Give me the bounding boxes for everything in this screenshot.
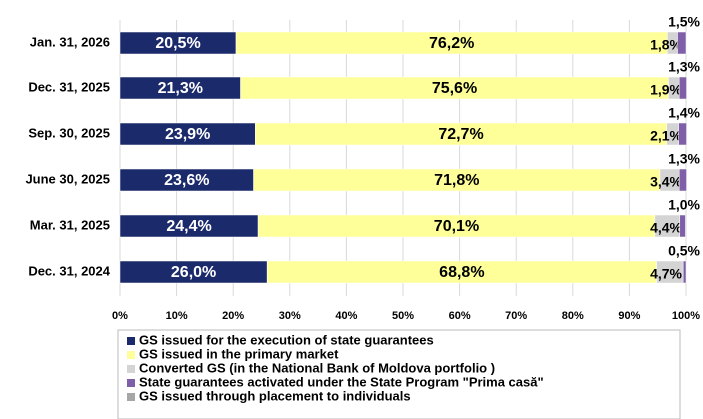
value-label: 26,0% xyxy=(171,264,216,281)
legend-swatch xyxy=(127,393,135,401)
value-label: 70,1% xyxy=(434,218,479,235)
category-label: Sep. 30, 2025 xyxy=(28,125,110,140)
x-tick-label: 60% xyxy=(449,310,471,322)
bar-segment xyxy=(678,122,687,146)
x-tick-label: 10% xyxy=(166,310,188,322)
bar-segment xyxy=(682,260,687,284)
x-tick-label: 50% xyxy=(392,310,414,322)
value-label: 3,4% xyxy=(650,174,682,190)
value-label: 1,5% xyxy=(668,14,700,30)
value-label: 4,7% xyxy=(650,266,682,282)
category-label: Dec. 31, 2024 xyxy=(28,263,110,278)
value-label: 23,6% xyxy=(164,172,209,189)
legend-swatch xyxy=(127,337,135,345)
value-label: 20,5% xyxy=(155,35,200,52)
x-tick-label: 100% xyxy=(672,310,700,322)
category-label: Dec. 31, 2025 xyxy=(28,79,110,94)
value-label: 2,1% xyxy=(650,128,682,144)
legend-label: GS issued through placement to individua… xyxy=(139,388,411,403)
legend-swatch xyxy=(127,379,135,387)
bar-segment xyxy=(678,76,687,100)
legend-label: GS issued in the primary market xyxy=(139,346,339,361)
bar-segment xyxy=(679,214,686,238)
value-label: 21,3% xyxy=(158,80,203,97)
value-label: 1,3% xyxy=(668,59,700,75)
value-label: 72,7% xyxy=(438,126,483,143)
x-tick-label: 70% xyxy=(505,310,527,322)
category-label: Mar. 31, 2025 xyxy=(30,217,110,232)
legend-label: Converted GS (in the National Bank of Mo… xyxy=(139,360,495,375)
value-label: 1,3% xyxy=(668,151,700,167)
value-label: 1,9% xyxy=(650,82,682,98)
x-tick-label: 20% xyxy=(222,310,244,322)
legend-swatch xyxy=(127,365,135,373)
legend-box xyxy=(117,329,681,419)
legend-label: GS issued for the execution of state gua… xyxy=(139,332,434,347)
value-label: 1,4% xyxy=(668,105,700,121)
value-label: 4,4% xyxy=(650,220,682,236)
value-label: 76,2% xyxy=(429,35,474,52)
value-label: 75,6% xyxy=(432,80,477,97)
x-tick-label: 90% xyxy=(618,310,640,322)
value-label: 1,8% xyxy=(650,37,682,53)
value-label: 68,8% xyxy=(439,264,484,281)
bar-segment xyxy=(678,168,687,192)
x-tick-label: 40% xyxy=(335,310,357,322)
category-label: June 30, 2025 xyxy=(25,171,110,186)
legend-label: State guarantees activated under the Sta… xyxy=(139,374,544,389)
category-label: Jan. 31, 2026 xyxy=(30,34,110,49)
value-label: 1,0% xyxy=(668,197,700,213)
value-label: 71,8% xyxy=(434,172,479,189)
value-label: 24,4% xyxy=(166,218,211,235)
bar-segment xyxy=(677,31,687,55)
x-tick-label: 0% xyxy=(112,310,128,322)
legend-swatch xyxy=(127,351,135,359)
value-label: 23,9% xyxy=(165,126,210,143)
value-label: 0,5% xyxy=(668,243,700,259)
x-tick-label: 30% xyxy=(279,310,301,322)
x-tick-label: 80% xyxy=(562,310,584,322)
